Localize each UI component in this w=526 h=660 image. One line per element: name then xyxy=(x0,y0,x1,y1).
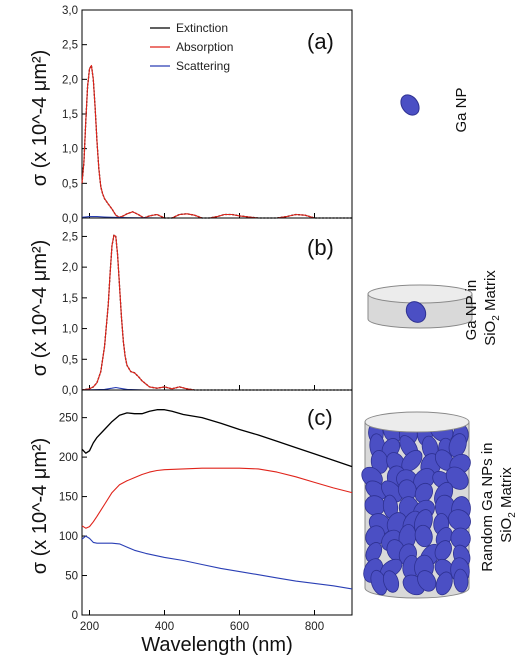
panel-a-series xyxy=(81,64,352,219)
panel-c-label: (c) xyxy=(307,405,333,430)
legend-label-scattering: Scattering xyxy=(176,59,230,73)
y-axis-labels: σ (x 10^-4 μm²) σ (x 10^-4 μm²) σ (x 10^… xyxy=(29,50,51,575)
y-axis-label-a: σ (x 10^-4 μm²) xyxy=(29,50,51,187)
side-label-b-line2: SiO xyxy=(482,321,499,346)
side-label-b-end: Matrix xyxy=(482,270,499,316)
ga-np-particle-icon xyxy=(414,524,433,548)
y-tick-label: 1,0 xyxy=(62,324,78,336)
embedded-ga-np-icon xyxy=(405,301,427,323)
y-tick-label: 200 xyxy=(59,452,78,464)
series-extinction-line-a xyxy=(81,64,352,219)
y-tick-label: 150 xyxy=(59,492,78,504)
side-label-b-line1: Ga NP in xyxy=(463,280,480,341)
ga-np-particle-icon xyxy=(435,571,453,596)
y-tick-label: 100 xyxy=(59,531,78,543)
illustration-a: Ga NP xyxy=(400,87,470,133)
ga-np-particle-icon xyxy=(417,570,437,592)
side-label-c-sub: 2 xyxy=(507,512,518,518)
side-label-a: Ga NP xyxy=(453,87,470,132)
y-tick-label: 2,5 xyxy=(62,40,78,52)
y-tick-label: 0,5 xyxy=(62,178,78,190)
side-label-c-end: Matrix xyxy=(498,467,515,513)
series-extinction-line-c xyxy=(81,409,353,468)
panel-a: 0,0 0,5 1,0 1,5 2,0 2,5 3,0 (a) Extinction Abs… xyxy=(62,5,353,225)
illustration-b: Ga NP in SiO2 Matrix xyxy=(367,270,502,346)
panel-b: 0,0 0,5 1,0 1,5 2,0 2,5 (b) xyxy=(62,217,353,397)
y-tick-label: 2,0 xyxy=(62,262,78,274)
ga-np-particle-icon xyxy=(453,568,469,593)
x-tick-label: 800 xyxy=(305,621,324,633)
y-tick-label: 50 xyxy=(65,571,78,583)
panel-c-series xyxy=(81,409,353,590)
side-label-c-line2: SiO xyxy=(498,518,515,543)
legend: Extinction Absorption Scattering xyxy=(150,21,233,73)
panel-c-ticks: 0 50 100 150 200 250 200 400 600 800 xyxy=(59,413,324,633)
side-label-b-sub: 2 xyxy=(491,315,502,321)
ga-np-particle-icon xyxy=(414,482,434,503)
y-tick-label: 1,5 xyxy=(62,109,78,121)
side-label-b: Ga NP in SiO2 Matrix xyxy=(463,270,502,346)
series-absorption-line-c xyxy=(81,467,353,529)
x-tick-label: 400 xyxy=(155,621,174,633)
ga-np-particle-icon xyxy=(448,509,471,531)
illustration-c: Random Ga NPs in SiO2 Matrix xyxy=(361,411,518,599)
y-tick-label: 0,5 xyxy=(62,354,78,366)
side-label-c: Random Ga NPs in SiO2 Matrix xyxy=(479,438,518,571)
matrix-disk-top-icon xyxy=(367,284,473,304)
y-tick-label: 1,5 xyxy=(62,293,78,305)
panel-a-label: (a) xyxy=(307,29,334,54)
series-absorption-line-a xyxy=(81,64,352,219)
x-tick-label: 600 xyxy=(230,621,249,633)
ga-np-particle-icon xyxy=(382,570,400,593)
ga-np-particle-icon xyxy=(364,495,386,516)
y-axis-label-b: σ (x 10^-4 μm²) xyxy=(29,240,51,377)
y-tick-label: 2,5 xyxy=(62,231,78,243)
matrix-cylinder-top-icon xyxy=(364,411,470,433)
panel-c-frame xyxy=(81,389,353,616)
y-axis-label-c: σ (x 10^-4 μm²) xyxy=(29,438,51,575)
y-tick-label: 3,0 xyxy=(62,5,78,17)
y-tick-label: 1,0 xyxy=(62,144,78,156)
panel-b-ticks: 0,0 0,5 1,0 1,5 2,0 2,5 xyxy=(62,231,315,397)
panel-a-ticks: 0,0 0,5 1,0 1,5 2,0 2,5 3,0 xyxy=(62,5,315,225)
ga-np-particle-icon xyxy=(400,94,420,116)
panel-b-label: (b) xyxy=(307,235,334,260)
y-tick-label: 2,0 xyxy=(62,74,78,86)
y-tick-label: 0 xyxy=(72,610,78,622)
y-tick-label: 0,0 xyxy=(62,213,78,225)
side-label-c-line1: Random Ga NPs in xyxy=(479,442,496,571)
legend-label-absorption: Absorption xyxy=(176,40,233,54)
random-ga-nps xyxy=(361,418,471,596)
x-tick-label: 200 xyxy=(80,621,99,633)
panel-c: 0 50 100 150 200 250 200 400 600 800 (c) xyxy=(59,389,353,633)
legend-label-extinction: Extinction xyxy=(176,21,228,35)
series-scattering-line-c xyxy=(81,535,353,590)
series-absorption-line-b xyxy=(81,234,352,391)
y-tick-label: 250 xyxy=(59,413,78,425)
x-axis-label: Wavelength (nm) xyxy=(141,634,293,656)
y-tick-label: 0,0 xyxy=(62,385,78,397)
